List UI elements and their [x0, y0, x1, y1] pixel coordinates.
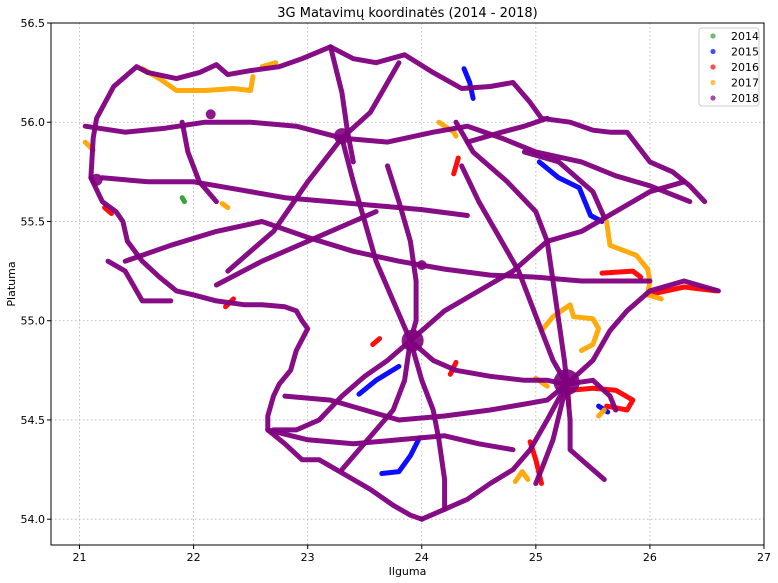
series-2018-track — [407, 338, 448, 512]
series-2018-track — [407, 338, 570, 387]
y-tick-label: 54.5 — [21, 414, 46, 427]
chart-title: 3G Matavimų koordinatės (2014 - 2018) — [277, 6, 538, 21]
series-2018-track — [282, 381, 570, 423]
series-2017-track — [512, 469, 531, 484]
y-tick-label: 55.0 — [21, 315, 46, 328]
series-2018-track — [328, 44, 356, 165]
series-2018-track — [407, 179, 687, 344]
data-layer — [82, 44, 721, 522]
series-2018-track — [339, 338, 413, 473]
series-2014 — [179, 195, 187, 205]
x-tick-label: 21 — [73, 551, 87, 564]
series-2017-track — [139, 66, 256, 93]
series-2018-track — [265, 427, 516, 453]
legend-marker-2018 — [710, 95, 716, 101]
series-2018 — [82, 44, 721, 522]
series-2015-track — [536, 159, 605, 224]
series-2018-track — [385, 163, 419, 344]
x-tick-label: 23 — [301, 551, 315, 564]
series-2018-cluster-point — [553, 369, 580, 396]
series-2018-cluster-point — [333, 128, 350, 145]
series-2015-track — [356, 363, 402, 397]
series-2018-track — [564, 278, 721, 387]
series-2018-track — [271, 338, 413, 433]
series-2016-track — [102, 205, 114, 216]
x-tick-label: 27 — [757, 551, 771, 564]
series-2016-track — [451, 155, 461, 177]
series-2018-cluster-point — [205, 109, 216, 120]
x-axis-label: Ilguma — [389, 565, 427, 578]
legend-label-2018: 2018 — [731, 92, 759, 105]
series-2018-track — [521, 149, 607, 220]
y-tick-label: 56.0 — [21, 116, 46, 129]
series-2015-track — [379, 435, 422, 476]
y-tick-label: 56.5 — [21, 17, 46, 30]
x-tick-label: 25 — [529, 551, 543, 564]
y-axis-label: Platuma — [5, 261, 18, 306]
series-2018-track — [564, 381, 607, 482]
legend-label-2017: 2017 — [731, 77, 759, 90]
x-tick-label: 26 — [643, 551, 657, 564]
series-2018-track — [122, 219, 653, 284]
series-2018-track — [88, 44, 708, 205]
legend-marker-2017 — [710, 79, 716, 86]
series-2018-track — [225, 60, 402, 274]
legend-box — [698, 27, 760, 107]
series-2017-track — [436, 119, 459, 139]
series-2018-track — [533, 381, 570, 486]
series-2018-track — [419, 381, 570, 522]
series-2016-track — [599, 268, 644, 280]
series-2018-cluster-point — [401, 329, 424, 352]
legend-label-2014: 2014 — [731, 30, 759, 43]
series-2018-track — [564, 377, 619, 413]
series-2018-track — [105, 258, 174, 304]
legend-marker-2016 — [710, 64, 716, 70]
series-2018-track — [179, 119, 219, 205]
series-2017-track — [259, 60, 279, 70]
series-2017-track — [219, 201, 231, 211]
plot-frame — [50, 22, 765, 546]
series-2016-track — [370, 336, 383, 347]
x-tick-label: 22 — [187, 551, 201, 564]
legend: 2014 2015 2016 2017 2018 — [698, 27, 760, 107]
x-tick-label: 24 — [415, 551, 429, 564]
series-2018-track — [88, 175, 425, 522]
series-2018-track — [99, 175, 470, 218]
y-tick-label: 55.5 — [21, 215, 46, 228]
legend-label-2016: 2016 — [731, 61, 759, 74]
series-2018-cluster-point — [416, 260, 427, 271]
series-2016-track — [567, 385, 636, 413]
y-tick-label: 54.0 — [21, 513, 46, 526]
series-2017-track — [596, 407, 607, 419]
ticks: 21 22 23 24 25 26 27 54.0 54.5 55.0 55.5 56.0 56.5 — [21, 17, 772, 564]
series-2018-track — [213, 209, 379, 288]
legend-marker-2015 — [710, 48, 716, 55]
series-2018-track — [339, 135, 413, 344]
series-2014-track — [179, 195, 187, 205]
legend-label-2015: 2015 — [731, 46, 759, 59]
legend-marker-2014 — [710, 33, 716, 39]
series-2018-track — [459, 163, 567, 383]
series-2018-cluster-point — [90, 173, 103, 186]
series-2015-track — [461, 66, 476, 101]
series-2018-track — [464, 115, 550, 145]
